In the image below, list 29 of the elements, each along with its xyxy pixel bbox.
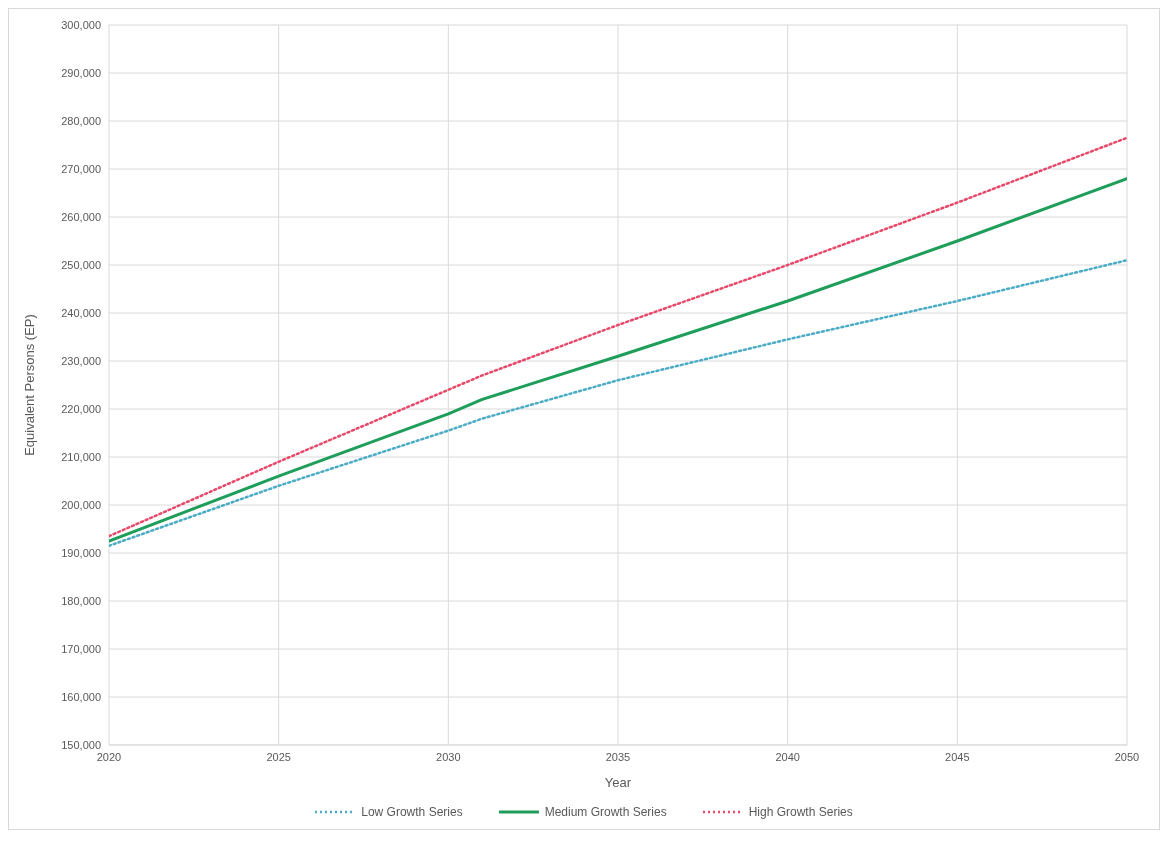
y-tick-label: 290,000 (61, 66, 101, 79)
y-tick-label: 200,000 (61, 498, 101, 511)
y-tick-label: 210,000 (61, 450, 101, 463)
legend-label: Low Growth Series (360, 805, 463, 819)
y-tick-label: 270,000 (61, 162, 101, 175)
y-tick-label: 260,000 (61, 210, 101, 223)
y-tick-label: 170,000 (61, 642, 101, 655)
y-tick-label: 300,000 (61, 18, 101, 31)
x-tick-label: 2025 (266, 750, 291, 763)
x-tick-label: 2035 (605, 750, 631, 763)
y-tick-label: 280,000 (61, 114, 101, 127)
y-tick-label: 240,000 (61, 306, 101, 319)
y-tick-label: 190,000 (61, 546, 101, 559)
legend-label: High Growth Series (747, 805, 853, 819)
x-tick-label: 2020 (96, 750, 122, 763)
x-axis-title: Year (604, 775, 632, 790)
x-tick-label: 2030 (436, 750, 461, 763)
y-tick-label: 180,000 (61, 594, 101, 607)
y-tick-label: 230,000 (61, 354, 101, 367)
line-series (109, 258, 1127, 548)
y-axis-title: Equivalent Persons (EP) (21, 314, 37, 456)
y-tick-label: 250,000 (61, 258, 101, 271)
y-tick-label: 150,000 (61, 738, 101, 751)
x-tick-label: 2045 (945, 750, 970, 763)
y-tick-label: 160,000 (61, 690, 101, 703)
x-tick-label: 2050 (1114, 750, 1140, 763)
x-tick-label: 2040 (775, 750, 800, 763)
y-tick-label: 220,000 (61, 402, 101, 415)
legend-label: Medium Growth Series (543, 805, 667, 819)
